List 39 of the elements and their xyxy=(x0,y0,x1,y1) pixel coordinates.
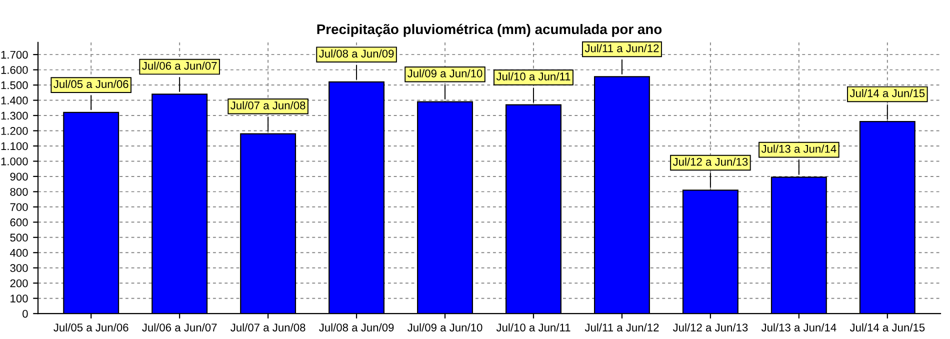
y-tick-label: 1.100 xyxy=(1,142,28,150)
y-tick-label: 400 xyxy=(10,248,28,257)
x-tick-label: Jul/08 a Jun/09 xyxy=(319,323,394,332)
y-tick-label: 1.400 xyxy=(1,96,28,104)
annotation: Jul/10 a Jun/11 xyxy=(496,72,570,80)
x-tick-label: Jul/11 a Jun/12 xyxy=(584,323,659,332)
annotation: Jul/08 a Jun/09 xyxy=(319,49,394,58)
y-tick-label: 1.700 xyxy=(1,50,28,59)
y-tick-label: 0 xyxy=(22,310,28,318)
y-tick-label: 200 xyxy=(10,279,28,288)
annotation: Jul/13 a Jun/14 xyxy=(761,144,836,153)
annotation: Jul/12 a Jun/13 xyxy=(672,158,748,166)
x-tick-label: Jul/12 a Jun/13 xyxy=(672,323,748,332)
y-tick-label: 1.300 xyxy=(1,112,28,120)
annotation: Jul/05 a Jun/06 xyxy=(54,80,128,88)
y-tick-label: 300 xyxy=(10,264,28,272)
annotation: Jul/06 a Jun/07 xyxy=(142,62,217,70)
y-tick-label: 600 xyxy=(10,218,28,226)
y-tick-label: 700 xyxy=(10,203,28,212)
y-tick-label: 1.000 xyxy=(1,157,28,166)
y-tick-label: 1.500 xyxy=(1,81,28,90)
annotation: Jul/07 a Jun/08 xyxy=(230,101,306,110)
x-tick-label: Jul/09 a Jun/10 xyxy=(408,323,482,332)
annotation: Jul/11 a Jun/12 xyxy=(584,44,659,52)
y-tick-label: 1.200 xyxy=(1,127,28,135)
x-tick-label: Jul/06 a Jun/07 xyxy=(142,323,217,332)
x-tick-label: Jul/13 a Jun/14 xyxy=(761,323,836,332)
x-tick-label: Jul/14 a Jun/15 xyxy=(850,323,925,332)
x-tick-label: Jul/10 a Jun/11 xyxy=(496,323,570,332)
y-tick-label: 900 xyxy=(10,172,28,181)
y-tick-label: 500 xyxy=(10,234,28,242)
y-tick-label: 1.600 xyxy=(1,66,28,74)
annotation: Jul/14 a Jun/15 xyxy=(850,89,925,98)
annotation: Jul/09 a Jun/10 xyxy=(408,69,482,78)
x-tick-label: Jul/05 a Jun/06 xyxy=(54,323,128,332)
y-tick-label: 100 xyxy=(10,294,28,302)
chart-title: Precipitação pluviométrica (mm) acumulada por ano xyxy=(317,24,662,37)
x-tick-label: Jul/07 a Jun/08 xyxy=(230,323,306,332)
y-tick-label: 800 xyxy=(10,188,28,196)
